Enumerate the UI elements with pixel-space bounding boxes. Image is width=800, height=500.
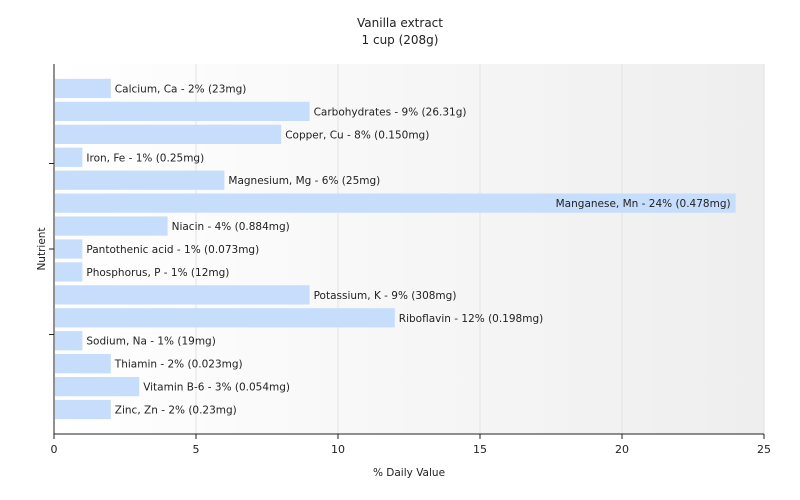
bar-label: Potassium, K - 9% (308mg) — [314, 290, 457, 302]
x-tick-label: 20 — [615, 443, 629, 456]
bars: Calcium, Ca - 2% (23mg) Carbohydrates - 9… — [55, 78, 736, 420]
bar-label: Vitamin B-6 - 3% (0.054mg) — [143, 382, 290, 394]
x-tick-label: 0 — [51, 443, 58, 456]
bar-label: Niacin - 4% (0.884mg) — [172, 221, 290, 233]
bar — [55, 262, 83, 282]
axes: 0 5 10 15 20 25 — [49, 64, 771, 456]
chart-title: Vanilla extract — [357, 16, 443, 30]
bar — [55, 124, 282, 144]
x-tick-label: 5 — [193, 443, 200, 456]
bar — [55, 354, 111, 374]
bar-label: Manganese, Mn - 24% (0.478mg) — [556, 198, 731, 210]
bar — [55, 101, 310, 122]
bar-label: Carbohydrates - 9% (26.31g) — [314, 106, 467, 118]
bar-label: Phosphorus, P - 1% (12mg) — [86, 267, 229, 279]
bar-label: Zinc, Zn - 2% (0.23mg) — [115, 405, 237, 417]
bar — [55, 78, 111, 99]
bar — [55, 193, 736, 213]
bar — [55, 239, 83, 259]
bar-label: Riboflavin - 12% (0.198mg) — [399, 313, 543, 325]
bar — [55, 147, 83, 167]
bar-label: Magnesium, Mg - 6% (25mg) — [228, 175, 380, 187]
bar — [55, 331, 83, 351]
y-axis-title: Nutrient — [36, 227, 48, 270]
x-tick-label: 15 — [473, 443, 487, 456]
bar-label: Sodium, Na - 1% (19mg) — [86, 336, 215, 348]
bar — [55, 170, 225, 190]
x-tick-label: 25 — [757, 443, 771, 456]
bar — [55, 376, 140, 397]
bar-label: Copper, Cu - 8% (0.150mg) — [285, 129, 429, 141]
bar — [55, 285, 310, 305]
bar-label: Iron, Fe - 1% (0.25mg) — [86, 152, 204, 164]
x-axis-title: % Daily Value — [373, 467, 445, 479]
bar — [55, 308, 395, 328]
bar-label: Thiamin - 2% (0.023mg) — [114, 359, 243, 371]
chart-subtitle: 1 cup (208g) — [362, 33, 439, 47]
bar — [55, 216, 168, 236]
bar — [55, 399, 111, 420]
x-tick-label: 10 — [331, 443, 345, 456]
bar-label: Calcium, Ca - 2% (23mg) — [115, 83, 247, 95]
bar-label: Pantothenic acid - 1% (0.073mg) — [86, 244, 259, 256]
